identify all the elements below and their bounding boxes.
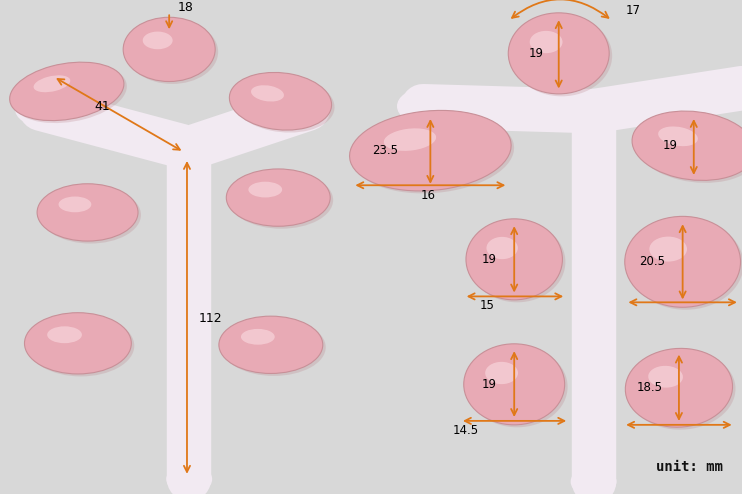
Text: unit: mm: unit: mm <box>657 460 723 474</box>
Ellipse shape <box>59 197 91 212</box>
Ellipse shape <box>464 344 565 425</box>
Text: 15: 15 <box>480 299 495 312</box>
Text: 18: 18 <box>178 1 194 14</box>
Ellipse shape <box>467 346 568 427</box>
Ellipse shape <box>47 327 82 343</box>
Circle shape <box>571 467 616 494</box>
Text: 19: 19 <box>529 47 544 60</box>
Ellipse shape <box>13 65 127 123</box>
Ellipse shape <box>229 73 332 130</box>
Ellipse shape <box>126 20 218 84</box>
Ellipse shape <box>649 237 687 262</box>
Ellipse shape <box>625 216 741 307</box>
Ellipse shape <box>229 171 333 229</box>
Ellipse shape <box>241 329 275 345</box>
Text: 112: 112 <box>199 312 223 325</box>
Ellipse shape <box>219 316 323 373</box>
Ellipse shape <box>469 221 565 302</box>
Ellipse shape <box>232 75 335 132</box>
Text: 41: 41 <box>94 100 111 113</box>
Text: 17: 17 <box>626 4 640 17</box>
Text: 14.5: 14.5 <box>453 424 479 437</box>
Ellipse shape <box>251 85 284 102</box>
Ellipse shape <box>249 182 282 198</box>
Text: 19: 19 <box>663 139 677 152</box>
Circle shape <box>167 464 211 494</box>
Ellipse shape <box>27 315 134 376</box>
Ellipse shape <box>142 32 173 49</box>
Ellipse shape <box>37 184 138 241</box>
Text: 20.5: 20.5 <box>640 255 666 268</box>
Text: 23.5: 23.5 <box>372 144 398 157</box>
Ellipse shape <box>635 114 742 183</box>
Ellipse shape <box>466 219 562 300</box>
Ellipse shape <box>508 13 609 94</box>
Text: 19: 19 <box>482 253 497 266</box>
Ellipse shape <box>511 15 612 96</box>
Ellipse shape <box>33 76 70 92</box>
Ellipse shape <box>628 219 742 310</box>
Ellipse shape <box>384 128 436 151</box>
Ellipse shape <box>485 362 518 384</box>
Ellipse shape <box>628 351 735 430</box>
Ellipse shape <box>123 17 215 82</box>
Ellipse shape <box>10 62 124 121</box>
Text: 16: 16 <box>421 189 436 202</box>
Ellipse shape <box>658 126 697 146</box>
Ellipse shape <box>626 348 732 427</box>
Ellipse shape <box>24 313 131 374</box>
Circle shape <box>398 89 448 123</box>
Ellipse shape <box>226 169 330 226</box>
Ellipse shape <box>349 110 511 191</box>
Ellipse shape <box>222 319 326 376</box>
Circle shape <box>16 92 66 125</box>
Text: 18.5: 18.5 <box>637 381 663 394</box>
Text: 19: 19 <box>482 378 497 391</box>
Circle shape <box>286 94 330 124</box>
Ellipse shape <box>632 111 742 180</box>
Ellipse shape <box>40 186 141 244</box>
Ellipse shape <box>530 31 562 53</box>
Ellipse shape <box>352 113 514 194</box>
Ellipse shape <box>487 237 518 259</box>
Ellipse shape <box>649 366 683 388</box>
